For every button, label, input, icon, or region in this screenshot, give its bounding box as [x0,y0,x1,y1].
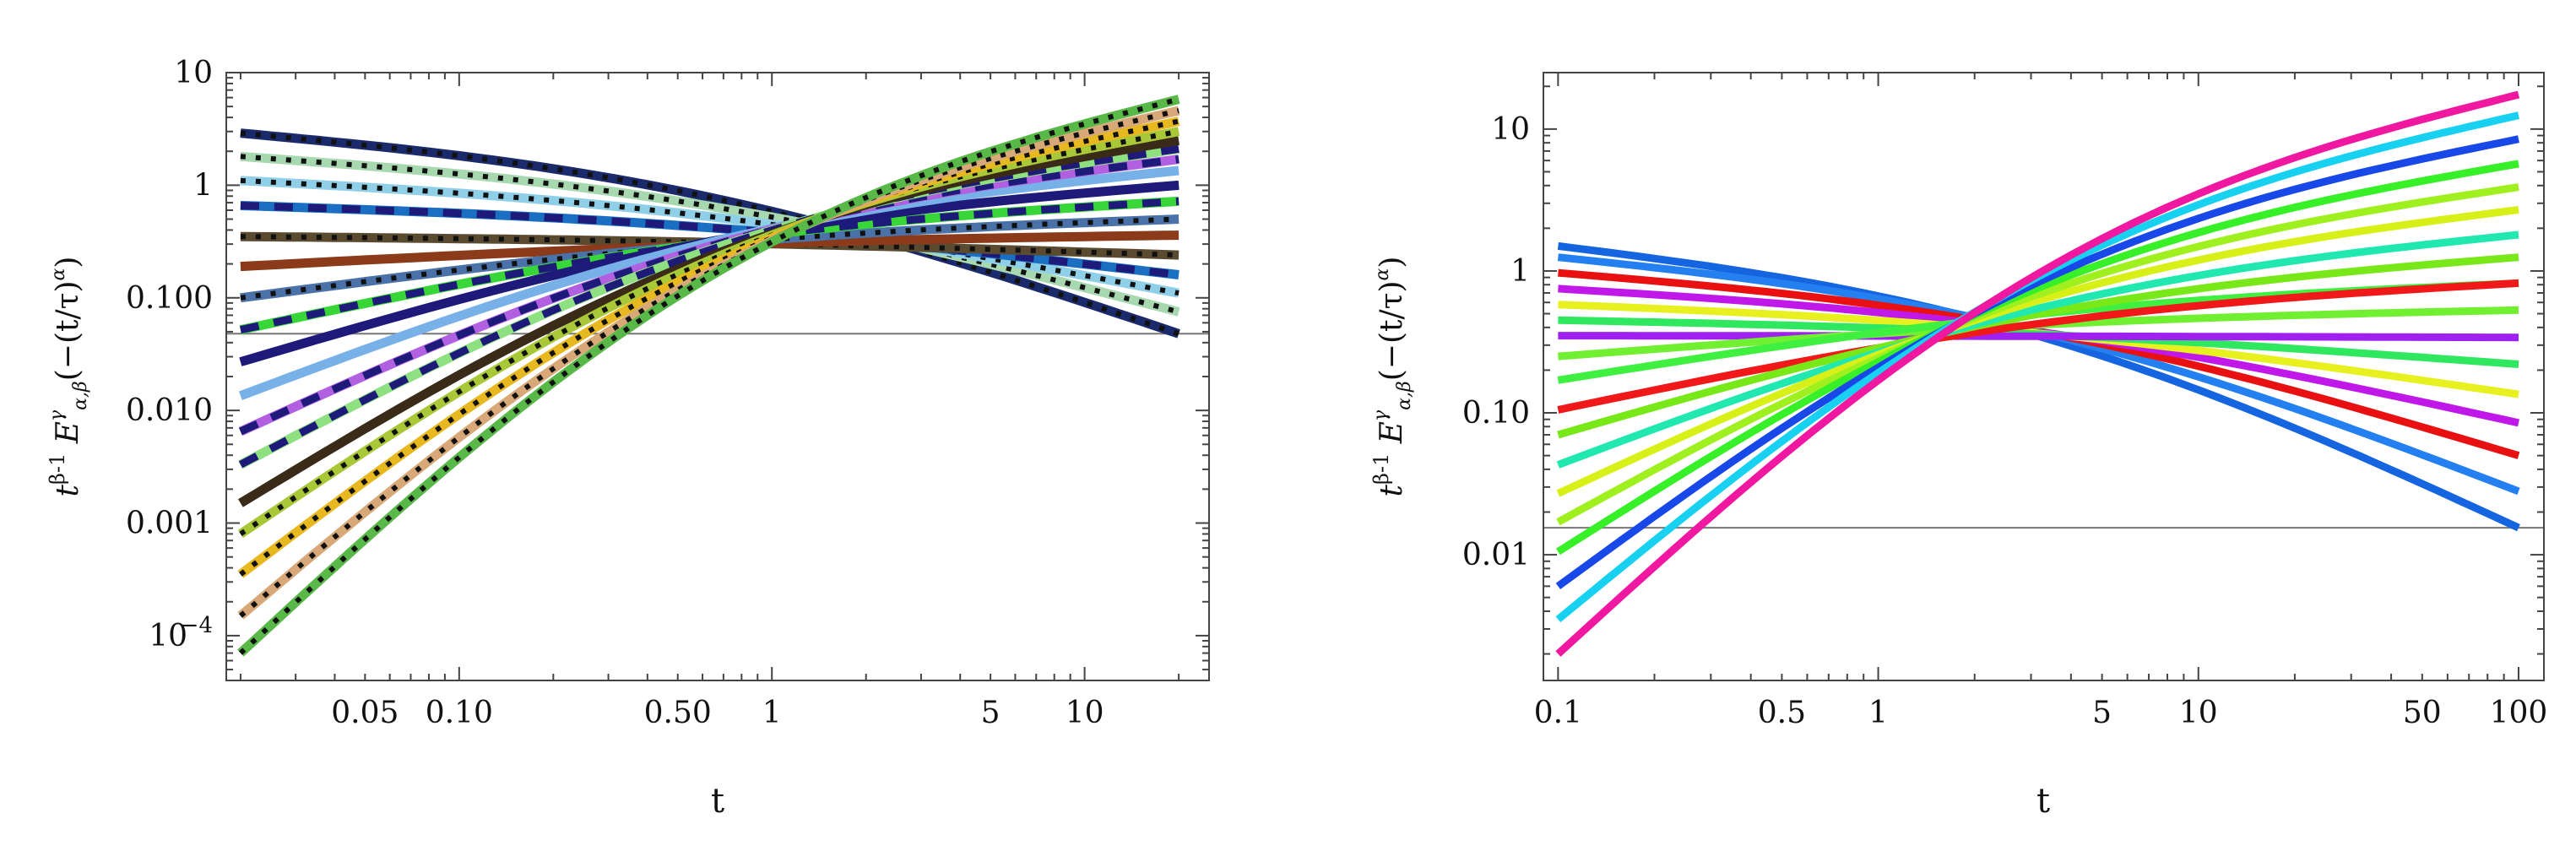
x-tick-label: 0.10 [426,696,493,730]
x-tick-label: 100 [2490,696,2548,730]
series-overlay-dots-14 [239,128,1180,536]
x-tick-label: 1 [762,696,782,730]
x-axis-title: t [711,782,724,821]
y-tick-label: 0.100 [126,281,213,316]
y-tick-label: 0.001 [126,507,213,541]
y-tick-label: 10 [174,56,213,90]
series-line-18 [1555,90,2520,657]
y-tick-label: 10 [149,619,187,653]
y-tick-label: 0.010 [126,393,213,428]
series-overlay-dots-3 [240,177,1180,296]
series-line-10 [1557,279,2519,414]
right-chart: 10 1 0.10 0.01 0.1 0.5 1 5 10 50 100 t tβ-1 Eγα,β(−(… [1369,72,2548,821]
y-tick-label: 10 [1491,112,1530,147]
series-overlay-dots-2 [240,154,1180,315]
y-tick-label: 0.10 [1462,396,1530,431]
x-tick-label: 1 [1868,696,1888,730]
y-axis-title: tβ-1 Eγα,β(−(t/τ)α) [46,257,91,497]
series-overlay-dashes-12 [238,144,1180,469]
y-axis-title: tβ-1 Eγα,β(−(t/τ)α) [1369,257,1415,497]
y-tick-label-exponent: −4 [181,613,213,638]
x-tick-label: 0.1 [1534,696,1582,730]
x-axis-title: t [2036,782,2050,821]
series-line-12 [1556,230,2519,469]
series-overlay-dots-1 [240,130,1180,337]
x-tick-label: 5 [981,696,1001,730]
series-line-7 [1558,332,2519,342]
series-line-16 [1555,135,2519,590]
series-line-15 [1555,160,2519,556]
x-tick-label: 10 [1066,696,1104,730]
series-overlay-dots-5 [240,234,1180,258]
series-line-13 [1556,205,2519,497]
series-line-14 [1556,183,2519,526]
series-line-11 [1557,253,2519,439]
y-tick-label: 1 [193,168,213,203]
series-overlay-dashes-11 [239,155,1180,436]
y-tick-label: 1 [1510,254,1530,289]
x-tick-label: 0.50 [644,696,712,730]
series-line-15 [237,117,1180,578]
x-tick-label: 50 [2403,696,2442,730]
x-tick-label: 0.5 [1758,696,1806,730]
x-tick-label: 0.05 [331,696,399,730]
x-tick-label: 10 [2179,696,2218,730]
series-overlay-dashes-4 [240,202,1180,279]
plot-frame [1543,72,2545,681]
x-tick-label: 5 [2092,696,2112,730]
y-tick-label: 0.01 [1462,538,1530,572]
series-overlay-dots-17 [238,96,1180,655]
